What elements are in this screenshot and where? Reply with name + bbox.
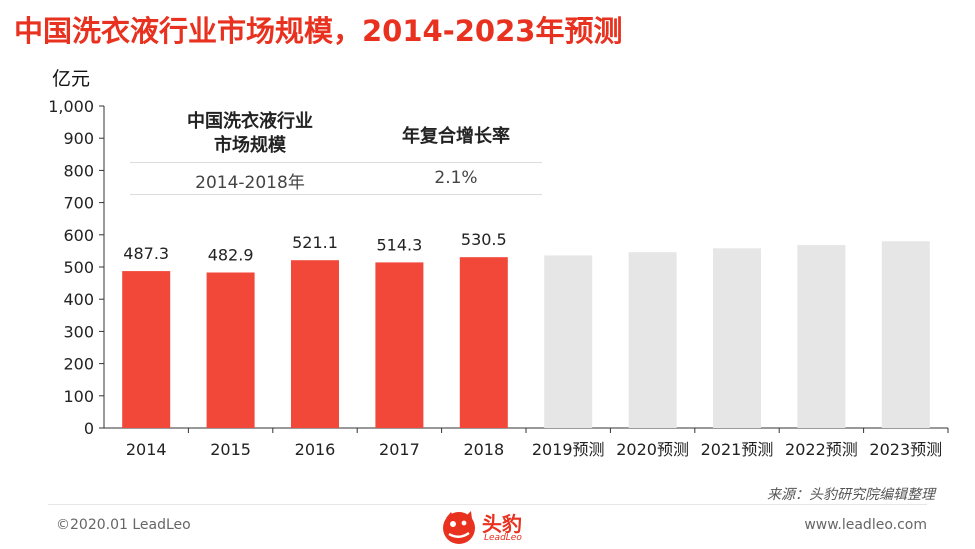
leadleo-logo: 头豹 LeadLeo bbox=[440, 506, 540, 548]
y-axis-unit: 亿元 bbox=[52, 68, 91, 90]
website-url: www.leadleo.com bbox=[804, 517, 927, 533]
bar bbox=[122, 271, 171, 428]
y-tick-label: 100 bbox=[63, 387, 94, 406]
x-tick-label: 2020预测 bbox=[616, 440, 689, 459]
bar bbox=[797, 245, 846, 428]
bar bbox=[206, 272, 255, 428]
x-tick-label: 2019预测 bbox=[532, 440, 605, 459]
source-note: 来源：头豹研究院编辑整理 bbox=[767, 487, 935, 503]
x-tick-label: 2014 bbox=[126, 440, 167, 459]
bar bbox=[713, 248, 761, 428]
x-tick-label: 2021预测 bbox=[701, 440, 774, 459]
x-tick-label: 2022预测 bbox=[785, 440, 858, 459]
y-tick-label: 200 bbox=[63, 355, 94, 374]
y-tick-label: 400 bbox=[63, 290, 94, 309]
data-label: 514.3 bbox=[376, 235, 422, 254]
cagr-header-growth-rate: 年复合增长率 bbox=[402, 126, 510, 147]
x-tick-label: 2023预测 bbox=[869, 440, 942, 459]
y-tick-label: 1,000 bbox=[48, 97, 94, 116]
y-tick-label: 600 bbox=[63, 226, 94, 245]
data-label: 487.3 bbox=[123, 244, 169, 263]
logo-text: 头豹 bbox=[482, 512, 522, 536]
data-label: 530.5 bbox=[461, 230, 507, 249]
x-tick-label: 2018 bbox=[463, 440, 504, 459]
y-tick-label: 800 bbox=[63, 161, 94, 180]
logo-subtext: LeadLeo bbox=[484, 533, 522, 543]
x-tick-label: 2015 bbox=[210, 440, 251, 459]
bar bbox=[291, 260, 339, 428]
x-tick-label: 2017 bbox=[379, 440, 420, 459]
cagr-table: 中国洗衣液行业 市场规模 年复合增长率 2014-2018年 2.1% bbox=[130, 106, 542, 196]
data-label: 482.9 bbox=[208, 246, 254, 265]
page-title: 中国洗衣液行业市场规模，2014-2023年预测 bbox=[14, 14, 623, 48]
leopard-icon bbox=[443, 511, 475, 544]
bar bbox=[544, 255, 593, 428]
bar bbox=[375, 262, 424, 428]
footer-divider bbox=[48, 504, 927, 505]
cagr-header-market-size: 中国洗衣液行业 市场规模 bbox=[187, 111, 313, 156]
x-tick-label: 2016 bbox=[295, 440, 336, 459]
y-tick-label: 300 bbox=[63, 322, 94, 341]
y-tick-label: 0 bbox=[84, 419, 94, 438]
y-tick-label: 900 bbox=[63, 129, 94, 148]
cagr-period: 2014-2018年 bbox=[195, 173, 305, 193]
cagr-rate: 2.1% bbox=[434, 168, 478, 188]
data-label: 521.1 bbox=[292, 233, 338, 252]
copyright: ©2020.01 LeadLeo bbox=[56, 517, 191, 533]
y-tick-label: 700 bbox=[63, 194, 94, 213]
bar bbox=[459, 257, 508, 428]
cagr-divider bbox=[130, 194, 542, 195]
cagr-divider bbox=[130, 162, 542, 163]
bar bbox=[881, 241, 930, 428]
bar bbox=[628, 252, 677, 428]
y-tick-label: 500 bbox=[63, 258, 94, 277]
